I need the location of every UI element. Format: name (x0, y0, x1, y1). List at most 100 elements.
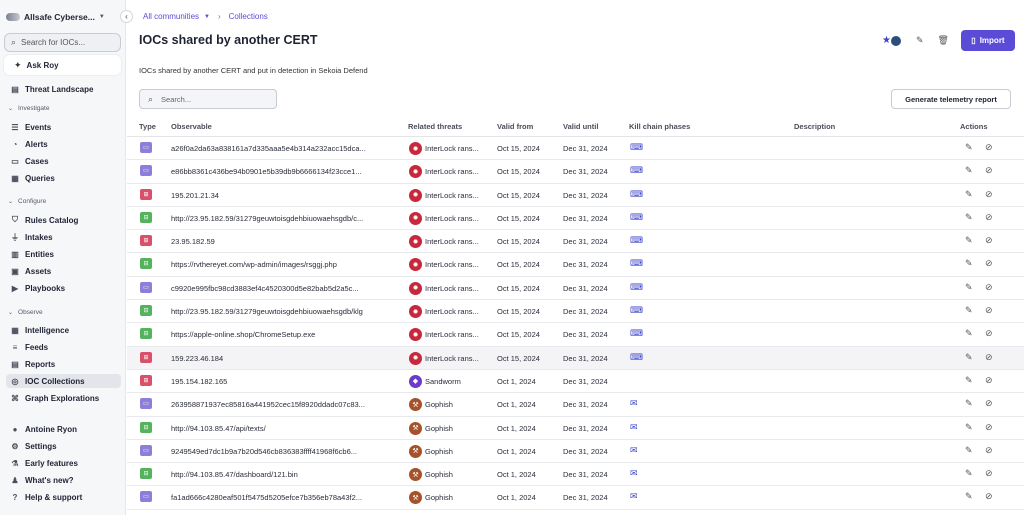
installation-phase-icon[interactable]: ⌨ (630, 281, 643, 292)
observable-value[interactable]: http://23.95.182.59/31279geuwtoisgdehbiu… (171, 307, 363, 317)
table-row[interactable]: ⊞ 159.223.46.184 ✹ InterLock rans... Oct 15,… (127, 346, 1024, 370)
sidebar-item-assets[interactable]: ▣ Assets (10, 264, 120, 278)
observable-value[interactable]: fa1ad666c4280eaf501f5475d5205efce7b356eb… (171, 493, 363, 503)
installation-phase-icon[interactable]: ⌨ (630, 211, 643, 222)
block-icon[interactable]: ⊘ (985, 374, 993, 385)
pencil-icon[interactable]: ✎ (965, 351, 973, 362)
ioc-search-input[interactable]: ⌕ Search for IOCs... (4, 33, 121, 52)
sidebar-item-early-features[interactable]: ⚗ Early features (10, 456, 120, 470)
pencil-icon[interactable]: ✎ (965, 421, 973, 432)
table-row[interactable]: ▭ a26f0a2da63a838161a7d335aaa5e4b314a232a… (127, 137, 1024, 161)
block-icon[interactable]: ⊘ (985, 468, 993, 479)
section-configure[interactable]: ⌄ Configure (8, 198, 46, 205)
block-icon[interactable]: ⊘ (985, 188, 993, 199)
sidebar-item-queries[interactable]: ▦ Queries (10, 171, 120, 185)
observable-value[interactable]: c9920e995fbc98cd3883ef4c4520300d5e82bab5… (171, 283, 359, 293)
related-threat[interactable]: ✹ InterLock rans... (409, 351, 479, 365)
related-threat[interactable]: ✹ InterLock rans... (409, 305, 479, 319)
table-row[interactable]: ▭ 9249549ed7dc1b9a7b20d546cb836383ffff419… (127, 440, 1024, 464)
star-icon[interactable]: ★ (882, 35, 891, 46)
column-header-type[interactable]: Type (139, 122, 156, 131)
column-header-related-threats[interactable]: Related threats (408, 122, 463, 131)
pencil-icon[interactable]: ✎ (965, 468, 973, 479)
table-row[interactable]: ⊞ 195.154.182.165 ◆ Sandworm Oct 1, 2024 Dec … (127, 370, 1024, 394)
block-icon[interactable]: ⊘ (985, 328, 993, 339)
column-header-valid-until[interactable]: Valid until (563, 122, 599, 131)
table-row[interactable]: ▭ e86bb8361c436be94b0901e5b39db9b6666134f… (127, 160, 1024, 184)
related-threat[interactable]: ✹ InterLock rans... (409, 235, 479, 249)
generate-telemetry-report-button[interactable]: Generate telemetry report (891, 89, 1011, 109)
related-threat[interactable]: ✹ InterLock rans... (409, 258, 479, 272)
pencil-icon[interactable]: ✎ (965, 235, 973, 246)
delivery-phase-icon[interactable]: ✉ (630, 421, 638, 432)
observable-value[interactable]: http://23.95.182.59/31279geuwtoisgdehbiu… (171, 213, 364, 223)
related-threat[interactable]: ⚒ Gophish (409, 421, 453, 435)
related-threat[interactable]: ⚒ Gophish (409, 468, 453, 482)
pencil-icon[interactable]: ✎ (965, 328, 973, 339)
pencil-icon[interactable]: ✎ (965, 211, 973, 222)
column-header-kill-chain-phases[interactable]: Kill chain phases (629, 122, 691, 131)
related-threat[interactable]: ⚒ Gophish (409, 444, 453, 458)
block-icon[interactable]: ⊘ (985, 305, 993, 316)
pencil-icon[interactable]: ✎ (965, 258, 973, 269)
block-icon[interactable]: ⊘ (985, 421, 993, 432)
block-icon[interactable]: ⊘ (985, 165, 993, 176)
column-header-description[interactable]: Description (794, 122, 836, 131)
block-icon[interactable]: ⊘ (985, 398, 993, 409)
pencil-icon[interactable]: ✎ (965, 142, 973, 152)
observable-value[interactable]: 195.201.21.34 (171, 190, 219, 200)
related-threat[interactable]: ✹ InterLock rans... (409, 188, 479, 202)
section-investigate[interactable]: ⌄ Investigate (8, 105, 49, 112)
pencil-icon[interactable]: ✎ (965, 281, 973, 292)
table-row[interactable]: ⊞ 195.201.21.34 ✹ InterLock rans... Oct 15, … (127, 184, 1024, 207)
installation-phase-icon[interactable]: ⌨ (630, 328, 643, 339)
installation-phase-icon[interactable]: ⌨ (630, 351, 643, 362)
pencil-icon[interactable]: ✎ (965, 374, 973, 385)
observable-value[interactable]: 23.95.182.59 (171, 237, 215, 247)
table-row[interactable]: ⊟ https://apple-online.shop/ChromeSetup.e… (127, 323, 1024, 347)
table-row[interactable]: ⊟ http://23.95.182.59/31279geuwtoisgdehbi… (127, 300, 1024, 324)
table-row[interactable]: ⊟ http://94.103.85.47/api/texts/ ⚒ Gophish O… (127, 417, 1024, 440)
table-row[interactable]: ⊟ http://23.95.182.59/31279geuwtoisgdehbi… (127, 207, 1024, 231)
table-row[interactable]: ⊟ http://94.103.85.47/dashboard/121.bin ⚒ G… (127, 463, 1024, 487)
sidebar-item-threat-landscape[interactable]: ▤ Threat Landscape (10, 82, 120, 96)
table-row[interactable]: ▭ fa1ad666c4280eaf501f5475d5205efce7b356e… (127, 486, 1024, 510)
block-icon[interactable]: ⊘ (985, 258, 993, 269)
observable-value[interactable]: http://94.103.85.47/dashboard/121.bin (171, 470, 298, 480)
sidebar-item-reports[interactable]: ▤ Reports (10, 357, 120, 371)
observable-value[interactable]: https://rvthereyet.com/wp-admin/images/r… (171, 260, 337, 270)
observable-value[interactable]: 195.154.182.165 (171, 376, 228, 386)
sidebar-item-feeds[interactable]: ≡ Feeds (10, 340, 120, 354)
delivery-phase-icon[interactable]: ✉ (630, 491, 638, 502)
pencil-icon[interactable]: ✎ (965, 188, 973, 199)
sidebar-item-whats-new[interactable]: ♟ What's new? (10, 473, 120, 487)
breadcrumb-current[interactable]: Collections (228, 12, 268, 21)
chevron-left-icon[interactable]: ‹ (120, 10, 133, 23)
sidebar-item-intakes[interactable]: ⏚ Intakes (10, 230, 120, 244)
related-threat[interactable]: ⚒ Gophish (409, 398, 453, 412)
related-threat[interactable]: ◆ Sandworm (409, 374, 461, 388)
observable-value[interactable]: 9249549ed7dc1b9a7b20d546cb836383ffff4196… (171, 446, 358, 456)
ask-roy-button[interactable]: ✦ Ask Roy (4, 55, 121, 75)
installation-phase-icon[interactable]: ⌨ (630, 165, 643, 176)
pencil-icon[interactable]: ✎ (965, 165, 973, 176)
observable-value[interactable]: 159.223.46.184 (171, 353, 224, 363)
sidebar-item-entities[interactable]: ▥ Entities (10, 247, 120, 261)
sidebar-item-playbooks[interactable]: ▶ Playbooks (10, 281, 120, 295)
table-row[interactable]: ▭ c9920e995fbc98cd3883ef4c4520300d5e82bab… (127, 277, 1024, 301)
delivery-phase-icon[interactable]: ✉ (630, 398, 638, 409)
block-icon[interactable]: ⊘ (985, 281, 993, 292)
block-icon[interactable]: ⊘ (985, 444, 993, 455)
sidebar-item-ioc-collections[interactable]: ◎ IOC Collections (6, 374, 121, 388)
org-switcher[interactable]: Allsafe Cyberse... ▼ (6, 9, 118, 25)
installation-phase-icon[interactable]: ⌨ (630, 235, 643, 246)
sidebar-item-user[interactable]: ● Antoine Ryon (10, 422, 120, 436)
observable-value[interactable]: https://apple-online.shop/ChromeSetup.ex… (171, 330, 316, 340)
caret-down-icon[interactable]: ▼ (204, 13, 210, 20)
related-threat[interactable]: ✹ InterLock rans... (409, 281, 479, 295)
breadcrumb-root[interactable]: All communities (143, 12, 200, 21)
sidebar-item-intelligence[interactable]: ▦ Intelligence (10, 323, 120, 337)
block-icon[interactable]: ⊘ (985, 211, 993, 222)
delivery-phase-icon[interactable]: ✉ (630, 468, 638, 479)
sidebar-item-events[interactable]: ☰ Events (10, 120, 120, 134)
